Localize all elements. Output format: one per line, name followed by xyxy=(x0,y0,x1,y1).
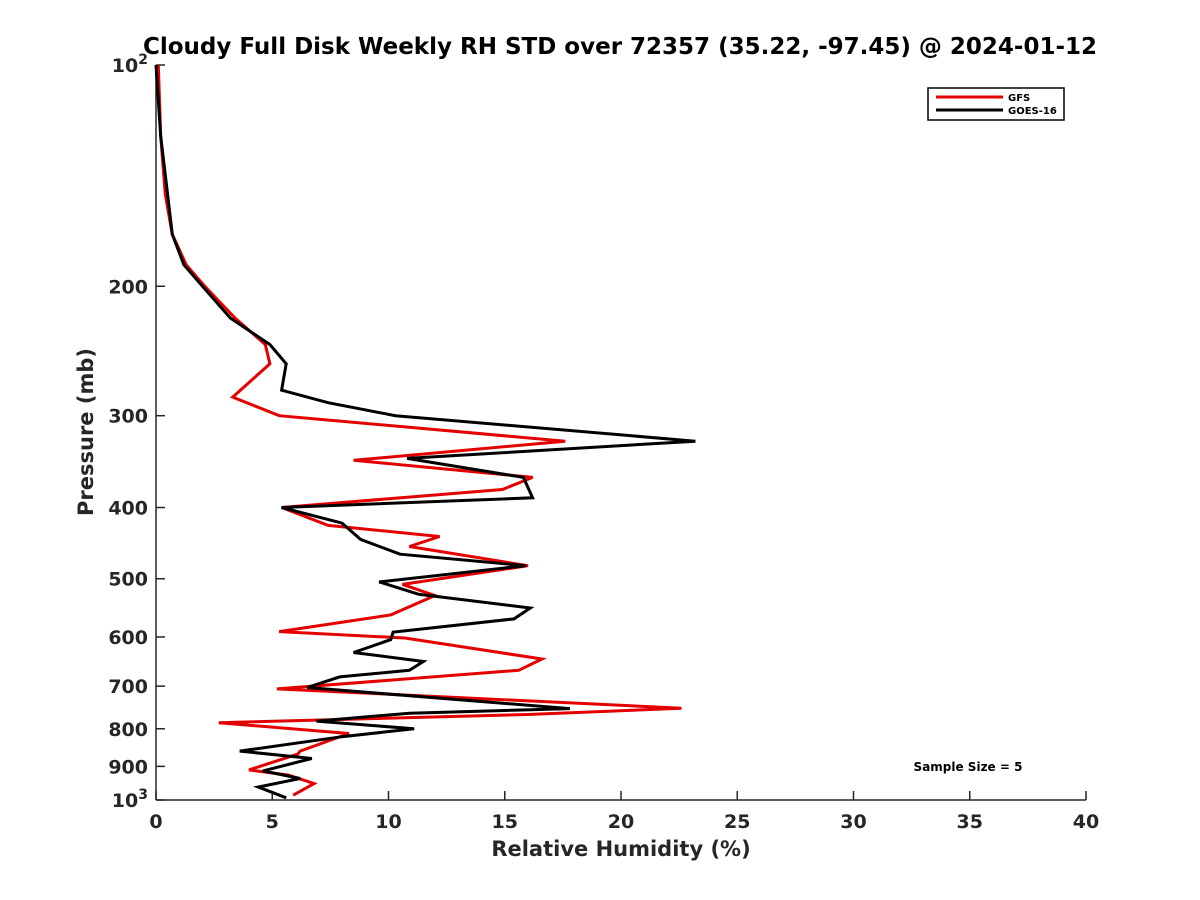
x-tick-label: 5 xyxy=(266,811,279,833)
y-ticks: 102 200 300 400 500 600 700 800 900 103 xyxy=(108,52,165,812)
legend-label-gfs: GFS xyxy=(1008,93,1030,104)
y-tick-label: 103 xyxy=(112,787,148,812)
series-line-goes16 xyxy=(154,64,696,800)
x-tick-label: 40 xyxy=(1073,811,1099,833)
y-tick-label: 102 xyxy=(112,52,148,77)
y-tick-label: 800 xyxy=(108,719,148,741)
x-ticks: 0 5 10 15 20 25 30 35 40 xyxy=(149,791,1099,833)
x-tick-label: 35 xyxy=(957,811,983,833)
x-tick-label: 30 xyxy=(840,811,866,833)
legend: GFS GOES-16 xyxy=(927,87,1065,121)
y-tick-label: 400 xyxy=(108,498,148,520)
x-axis-label: Relative Humidity (%) xyxy=(491,837,750,861)
x-tick-label: 25 xyxy=(724,811,750,833)
plot-lines xyxy=(154,64,696,800)
y-tick-label: 300 xyxy=(108,406,148,428)
x-tick-label: 15 xyxy=(492,811,518,833)
y-tick-label: 700 xyxy=(108,676,148,698)
legend-box xyxy=(927,87,1065,121)
series-line-gfs xyxy=(156,64,682,797)
legend-label-goes16: GOES-16 xyxy=(1008,106,1057,117)
y-tick-label: 500 xyxy=(108,569,148,591)
y-tick-label: 900 xyxy=(108,756,148,778)
y-tick-label: 600 xyxy=(108,627,148,649)
x-tick-label: 0 xyxy=(149,811,162,833)
x-tick-label: 10 xyxy=(375,811,401,833)
y-axis-label: Pressure (mb) xyxy=(74,348,98,516)
x-tick-label: 20 xyxy=(608,811,634,833)
sample-size-annotation: Sample Size = 5 xyxy=(914,760,1023,774)
chart-title: Cloudy Full Disk Weekly RH STD over 7235… xyxy=(143,34,1097,60)
y-tick-label: 200 xyxy=(108,276,148,298)
